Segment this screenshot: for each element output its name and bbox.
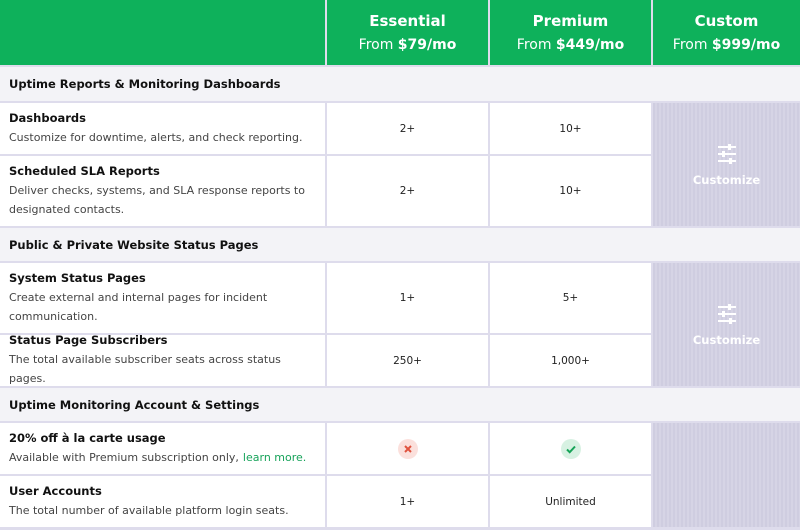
feature-title: Dashboards	[9, 110, 86, 125]
feature-cell: Scheduled SLA Reports Deliver checks, sys…	[0, 156, 325, 226]
feature-cell: User Accounts The total number of availab…	[0, 476, 325, 527]
value-text: 5+	[562, 292, 579, 304]
feature-title: Status Page Subscribers	[9, 333, 168, 347]
plan-name: Custom	[694, 12, 759, 30]
value-cell: 1,000+	[490, 335, 651, 386]
custom-column-cell	[653, 423, 800, 527]
feature-title: User Accounts	[9, 483, 102, 498]
sliders-icon	[717, 143, 736, 164]
feature-title: System Status Pages	[9, 270, 146, 285]
plan-name: Premium	[532, 12, 609, 30]
value-text: 2+	[399, 185, 416, 197]
plan-header: Premium From $449/mo	[490, 0, 651, 65]
description-text: Customize for downtime, alerts, and chec…	[9, 130, 303, 144]
value-text: 10+	[559, 185, 582, 197]
plan-header: Custom From $999/mo	[653, 0, 800, 65]
value-cell: 1+	[327, 263, 488, 333]
value-cell: 2+	[327, 156, 488, 226]
description-text: Available with Premium subscription only…	[9, 450, 239, 464]
feature-title: 20% off à la carte usage	[9, 430, 166, 445]
value-cell: 10+	[490, 103, 651, 154]
plan-price: From $79/mo	[359, 37, 457, 53]
plan-header: Essential From $79/mo	[327, 0, 488, 65]
value-cell	[490, 423, 651, 474]
section-header: Uptime Reports & Monitoring Dashboards	[0, 67, 800, 101]
feature-description: The total number of available platform l…	[9, 501, 317, 520]
feature-description: Deliver checks, systems, and SLA respons…	[9, 181, 317, 219]
from-label: From	[516, 37, 552, 53]
from-label: From	[672, 37, 708, 53]
value-cell: 2+	[327, 103, 488, 154]
cross-icon	[397, 438, 418, 459]
description-text: Create external and internal pages for i…	[9, 290, 268, 323]
section-header: Uptime Monitoring Account & Settings	[0, 388, 800, 421]
value-cell: 1+	[327, 476, 488, 527]
value-cell: Unlimited	[490, 476, 651, 527]
value-cell	[327, 423, 488, 474]
feature-description: Customize for downtime, alerts, and chec…	[9, 128, 317, 147]
custom-column-cell: Customize	[653, 263, 800, 386]
feature-cell: Status Page Subscribers The total availab…	[0, 333, 325, 388]
sliders-icon	[717, 303, 736, 324]
value-text: 1+	[399, 495, 416, 508]
value-text: 1,000+	[551, 354, 590, 367]
description-text: The total available subscriber seats acr…	[9, 353, 281, 385]
price: $999/mo	[711, 37, 781, 53]
plan-name: Essential	[369, 12, 446, 30]
feature-description: Create external and internal pages for i…	[9, 288, 317, 326]
value-text: 1+	[399, 292, 416, 304]
value-text: Unlimited	[545, 495, 596, 508]
feature-description: The total available subscriber seats acr…	[9, 350, 317, 388]
feature-description: Available with Premium subscription only…	[9, 448, 317, 467]
from-label: From	[358, 37, 394, 53]
description-text: Deliver checks, systems, and SLA respons…	[9, 183, 305, 216]
custom-column-cell: Customize	[653, 103, 800, 226]
section-header: Public & Private Website Status Pages	[0, 228, 800, 261]
customize-label: Customize	[692, 332, 761, 347]
value-text: 10+	[559, 122, 582, 135]
check-icon	[560, 438, 581, 459]
customize-label: Customize	[692, 172, 761, 187]
value-text: 250+	[393, 354, 422, 367]
learn-more-link[interactable]: learn more.	[242, 450, 307, 464]
value-cell: 5+	[490, 263, 651, 333]
feature-cell: Dashboards Customize for downtime, alerts…	[0, 103, 325, 154]
price: $79/mo	[397, 37, 457, 53]
value-cell: 10+	[490, 156, 651, 226]
feature-cell: System Status Pages Create external and i…	[0, 263, 325, 333]
plan-price: From $449/mo	[517, 37, 624, 53]
value-cell: 250+	[327, 335, 488, 386]
description-text: The total number of available platform l…	[9, 503, 289, 517]
header-corner	[0, 0, 325, 65]
plan-price: From $999/mo	[673, 37, 780, 53]
price: $449/mo	[555, 37, 625, 53]
feature-title: Scheduled SLA Reports	[9, 163, 160, 178]
value-text: 2+	[399, 122, 416, 135]
feature-cell: 20% off à la carte usage Available with P…	[0, 423, 325, 474]
